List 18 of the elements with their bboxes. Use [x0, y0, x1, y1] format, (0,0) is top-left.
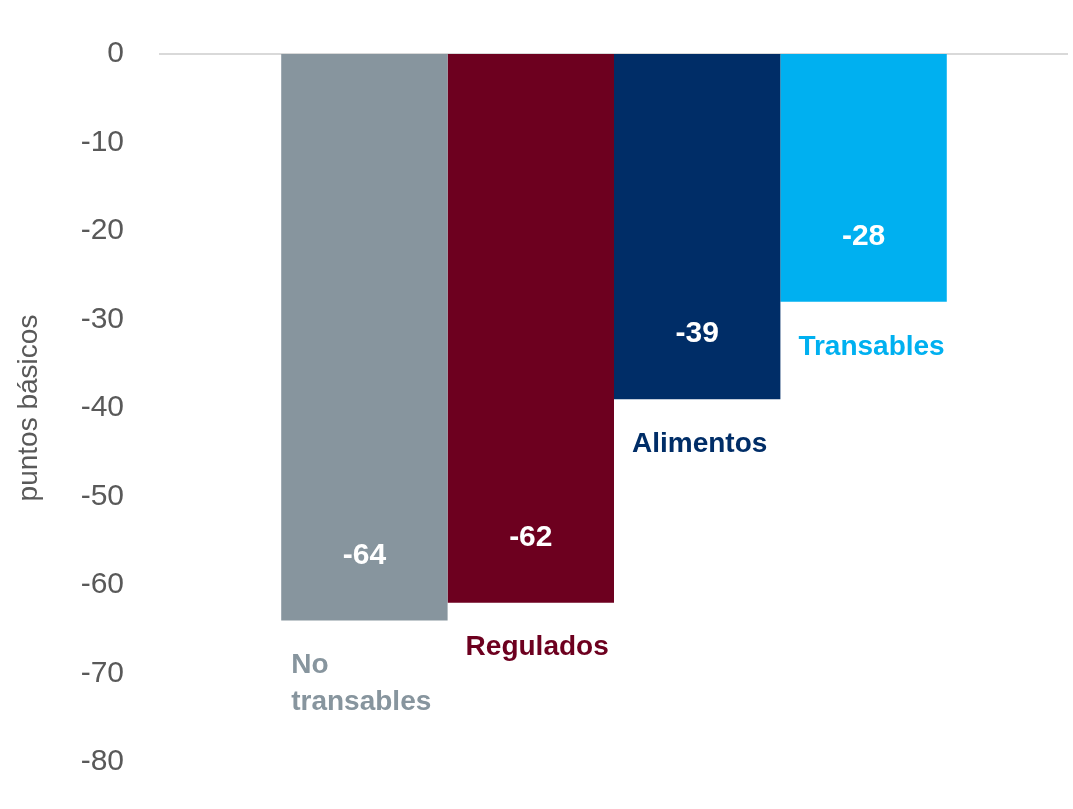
- y-axis-title: puntos básicos: [11, 314, 43, 502]
- data-label: -39: [675, 315, 719, 349]
- y-tick-label: -30: [80, 300, 124, 334]
- data-label: -28: [841, 218, 886, 252]
- series-label: Regulados: [465, 630, 609, 662]
- y-tick-label: -40: [80, 389, 124, 423]
- y-tick-label: 0: [107, 35, 124, 69]
- series-label: No transables: [291, 648, 432, 717]
- series-label: Alimentos: [632, 426, 768, 458]
- data-label: -64: [342, 536, 387, 570]
- y-tick-label: -10: [80, 123, 124, 157]
- y-tick-label: -50: [80, 477, 124, 511]
- data-label: -62: [509, 518, 553, 552]
- y-tick-label: -60: [80, 566, 124, 600]
- y-tick-label: -70: [80, 654, 124, 688]
- y-tick-label: -20: [80, 212, 124, 246]
- y-tick-label: -80: [80, 743, 124, 777]
- series-label: Transables: [798, 329, 945, 361]
